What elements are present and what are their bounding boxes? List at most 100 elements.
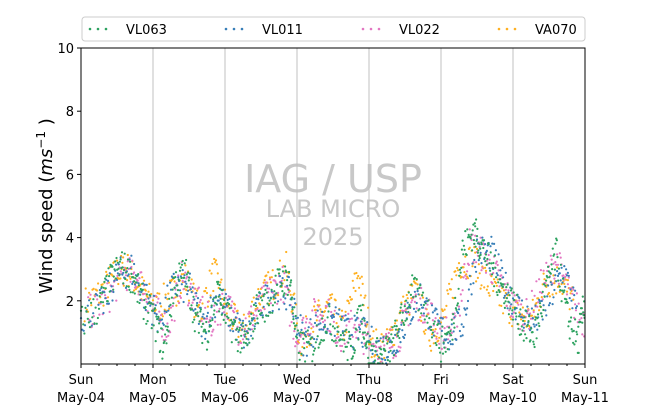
data-point: [274, 297, 277, 300]
data-point: [526, 323, 529, 326]
data-point: [430, 336, 434, 339]
data-point: [492, 261, 495, 265]
data-point: [407, 291, 410, 294]
data-point: [394, 319, 397, 322]
data-point: [566, 283, 570, 286]
data-point: [305, 341, 308, 344]
data-point: [240, 347, 243, 350]
data-point: [353, 314, 356, 317]
data-point: [539, 269, 543, 272]
data-point: [285, 308, 288, 311]
data-point: [300, 333, 303, 336]
data-point: [582, 314, 585, 317]
data-point: [370, 325, 373, 328]
data-point: [257, 322, 260, 325]
data-point: [201, 302, 204, 305]
data-point: [421, 296, 425, 299]
data-point: [154, 304, 157, 307]
data-point: [181, 259, 184, 263]
data-point: [191, 308, 194, 311]
data-point: [333, 327, 336, 330]
data-point: [507, 313, 510, 316]
data-point: [140, 291, 143, 294]
data-point: [452, 313, 455, 316]
data-point: [348, 320, 351, 323]
data-point: [190, 278, 193, 281]
data-point: [285, 250, 288, 254]
data-point: [133, 292, 136, 295]
data-point: [399, 309, 402, 312]
data-point: [155, 315, 158, 318]
data-point: [447, 330, 450, 334]
data-point: [520, 313, 524, 316]
data-point: [424, 307, 427, 310]
data-point: [352, 286, 355, 289]
data-point: [506, 307, 509, 310]
data-point: [476, 251, 479, 254]
legend-marker: [104, 27, 108, 31]
data-point: [318, 328, 321, 331]
data-point: [252, 296, 255, 299]
data-point: [457, 308, 461, 311]
data-point: [209, 319, 212, 322]
data-point: [371, 352, 374, 355]
data-point: [548, 302, 552, 305]
data-point: [187, 279, 190, 282]
data-point: [420, 286, 423, 290]
data-point: [233, 303, 236, 306]
data-point: [527, 309, 530, 312]
data-point: [566, 301, 569, 304]
data-point: [288, 324, 291, 327]
data-point: [443, 327, 446, 330]
data-point: [349, 344, 353, 348]
data-point: [512, 291, 515, 294]
data-point: [531, 298, 534, 301]
data-point: [393, 349, 396, 352]
data-point: [500, 304, 503, 307]
data-point: [218, 307, 221, 310]
data-point: [345, 324, 348, 327]
data-point: [353, 323, 356, 326]
data-point: [129, 291, 132, 294]
data-point: [397, 330, 400, 333]
data-point: [547, 284, 550, 287]
data-point: [502, 312, 505, 315]
data-point: [560, 266, 563, 269]
data-point: [145, 283, 148, 286]
data-point: [545, 314, 548, 317]
legend-item-VL063: VL063: [88, 23, 167, 38]
data-point: [440, 335, 443, 338]
data-point: [536, 313, 540, 316]
data-point: [220, 278, 223, 281]
data-point: [107, 267, 110, 270]
data-point: [168, 297, 171, 300]
data-point: [97, 303, 100, 306]
data-point: [269, 302, 272, 305]
data-point: [333, 334, 336, 337]
data-point: [494, 281, 497, 285]
data-point: [295, 333, 299, 336]
data-point: [289, 284, 292, 287]
data-point: [552, 296, 555, 299]
data-point: [569, 292, 572, 295]
data-point: [283, 302, 286, 305]
data-point: [555, 280, 558, 283]
data-point: [509, 307, 512, 310]
data-point: [301, 318, 304, 322]
data-point: [194, 308, 197, 311]
data-point: [545, 279, 548, 282]
data-point: [150, 327, 153, 330]
data-point: [328, 305, 331, 308]
data-point: [169, 281, 172, 284]
data-point: [480, 241, 483, 244]
data-point: [245, 337, 248, 340]
data-point: [360, 322, 363, 325]
data-point: [572, 329, 575, 332]
data-point: [415, 278, 418, 281]
legend-marker: [361, 27, 365, 31]
data-point: [196, 301, 199, 305]
data-point: [331, 325, 335, 328]
data-point: [429, 325, 432, 328]
data-point: [164, 333, 167, 336]
data-point: [315, 338, 318, 341]
